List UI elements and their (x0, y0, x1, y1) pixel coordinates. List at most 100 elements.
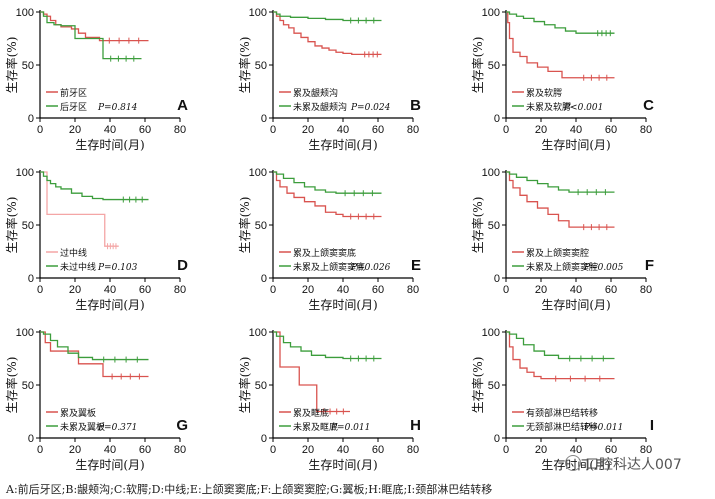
panel-E: 0 20 40 60 80 0 50 100 生存率(%) 生存时间(月) 累及上颌窦窦底未累及上颌… (237, 167, 421, 312)
x-tick-label: 0 (503, 444, 509, 456)
x-tick-label: 60 (605, 284, 617, 296)
legend-label: 累及龈颊沟 (293, 87, 338, 99)
legend-label: 未累及软腭 (526, 101, 571, 113)
panel-G: 0 20 40 60 80 0 50 100 生存率(%) 生存时间(月) 累及翼板未累及翼板P=0… (4, 327, 188, 472)
panel-letter: F (645, 257, 654, 274)
y-axis-title: 生存率(%) (470, 357, 485, 414)
p-value: P=0.103 (97, 263, 138, 273)
legend-label: 累及翼板 (60, 407, 96, 419)
series-line-1 (40, 331, 149, 378)
panel-H: 0 20 40 60 80 0 50 100 生存率(%) 生存时间(月) 累及眶底未累及眶底P=0… (237, 327, 421, 472)
x-axis-title: 生存时间(月) (308, 298, 377, 312)
y-tick-label: 50 (488, 220, 500, 232)
y-axis-title: 生存率(%) (237, 357, 252, 414)
legend-label: 过中线 (60, 247, 87, 259)
legend-label: 前牙区 (60, 87, 87, 99)
series-line-2 (40, 331, 149, 361)
legend-label: 未累及眶底 (293, 421, 338, 433)
series-line-2 (40, 11, 142, 60)
x-tick-label: 0 (37, 444, 43, 456)
x-tick-label: 20 (302, 284, 314, 296)
y-tick-label: 50 (488, 380, 500, 392)
x-tick-label: 60 (605, 124, 617, 136)
y-tick-label: 100 (249, 167, 267, 179)
x-tick-label: 80 (174, 444, 186, 456)
y-axis-title: 生存率(%) (237, 197, 252, 254)
panel-letter: I (650, 417, 654, 434)
x-tick-label: 60 (139, 284, 151, 296)
x-tick-label: 40 (337, 284, 349, 296)
series-line-2 (273, 11, 382, 22)
y-tick-label: 0 (494, 433, 500, 445)
y-tick-label: 50 (22, 220, 34, 232)
y-tick-label: 0 (28, 273, 34, 285)
y-tick-label: 0 (494, 273, 500, 285)
y-tick-label: 100 (482, 7, 500, 19)
watermark: 口腔科达人007 (565, 454, 682, 474)
legend-label: 未累及翼板 (60, 421, 105, 433)
y-tick-label: 100 (249, 327, 267, 339)
y-tick-label: 100 (482, 167, 500, 179)
x-tick-label: 80 (640, 124, 652, 136)
series-line-2 (506, 11, 615, 34)
p-value: P=0.024 (350, 103, 391, 113)
figure-caption: A:前后牙区;B:龈颊沟;C:软腭;D:中线;E:上颌窦窦底;F:上颌窦窦腔;G… (6, 483, 493, 496)
y-tick-label: 100 (482, 327, 500, 339)
wechat-icon (565, 455, 581, 471)
legend-label: 有颈部淋巴结转移 (526, 407, 598, 419)
y-tick-label: 0 (28, 433, 34, 445)
x-tick-label: 40 (570, 444, 582, 456)
x-axis-title: 生存时间(月) (75, 138, 144, 152)
x-tick-label: 20 (535, 284, 547, 296)
y-tick-label: 50 (22, 380, 34, 392)
y-tick-label: 50 (255, 60, 267, 72)
series-line-1 (40, 11, 149, 42)
y-tick-label: 100 (16, 327, 34, 339)
x-axis-title: 生存时间(月) (541, 298, 610, 312)
series-line-1 (273, 11, 382, 56)
legend-label: 无颈部淋巴结转移 (526, 421, 598, 433)
panel-letter: A (177, 97, 188, 114)
x-tick-label: 20 (302, 124, 314, 136)
panel-letter: H (410, 417, 421, 434)
y-axis-title: 生存率(%) (237, 37, 252, 94)
x-tick-label: 20 (535, 444, 547, 456)
y-axis-title: 生存率(%) (4, 357, 19, 414)
legend-label: 后牙区 (60, 102, 87, 113)
y-tick-label: 0 (494, 113, 500, 125)
watermark-text: 口腔科达人007 (585, 457, 682, 473)
x-tick-label: 60 (372, 284, 384, 296)
x-tick-label: 60 (139, 444, 151, 456)
panel-letter: B (410, 97, 421, 114)
p-value: P=0.814 (97, 103, 138, 113)
y-axis-title: 生存率(%) (470, 197, 485, 254)
y-axis-title: 生存率(%) (470, 37, 485, 94)
p-value: P=0.026 (350, 263, 391, 273)
panel-F: 0 20 40 60 80 0 50 100 生存率(%) 生存时间(月) 累及上颌窦窦腔未累及上颌… (470, 167, 654, 312)
panel-letter: D (177, 257, 188, 274)
x-tick-label: 40 (104, 444, 116, 456)
y-tick-label: 100 (16, 7, 34, 19)
panel-I: 0 20 40 60 80050100生存率(%)生存时间(月)有颈部淋巴结转移无颈部淋… (470, 327, 654, 472)
x-tick-label: 40 (337, 124, 349, 136)
y-tick-label: 50 (255, 220, 267, 232)
y-tick-label: 0 (28, 113, 34, 125)
x-tick-label: 20 (69, 444, 81, 456)
y-tick-label: 100 (249, 7, 267, 19)
x-tick-label: 80 (640, 444, 652, 456)
y-tick-label: 100 (16, 167, 34, 179)
legend-label: 累及上颌窦窦底 (293, 247, 356, 259)
series-line-2 (40, 171, 149, 201)
x-tick-label: 0 (503, 284, 509, 296)
x-tick-label: 40 (570, 284, 582, 296)
x-tick-label: 0 (37, 124, 43, 136)
legend-label: 累及眶底 (293, 407, 329, 419)
p-value: P=0.371 (97, 423, 137, 433)
y-tick-label: 0 (261, 433, 267, 445)
x-tick-label: 40 (337, 444, 349, 456)
x-tick-label: 20 (535, 124, 547, 136)
p-value: P=0.005 (583, 263, 624, 273)
